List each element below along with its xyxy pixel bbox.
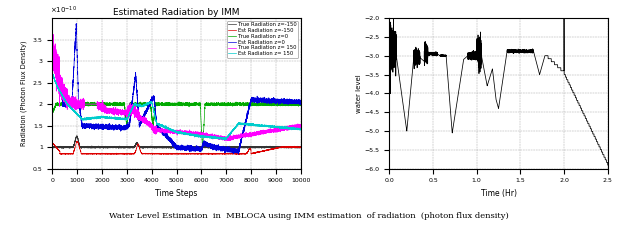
Est Radiation z=0	[194, 147, 201, 149]
Est Radiation z=0	[285, 99, 292, 102]
Est Radiation z=-150	[57, 153, 65, 156]
True Radiation z=-150	[217, 146, 224, 149]
Est Radiation z=-150	[49, 142, 56, 144]
Est Radiation z=-150	[217, 152, 224, 155]
Est Radiation z=0	[234, 153, 242, 155]
True Radiation z=-150	[194, 145, 201, 148]
True Radiation z=0	[265, 100, 273, 103]
True Radiation z=-150	[73, 134, 81, 137]
True Radiation z=-150	[74, 138, 81, 140]
Est Radiation z= 150	[49, 72, 56, 75]
Line: True Radiation z=0: True Radiation z=0	[52, 102, 300, 150]
Est Radiation z=-150	[220, 153, 228, 155]
Est Radiation z= 150	[74, 113, 81, 116]
True Radiation z=-150	[97, 146, 105, 149]
True Radiation z= 150	[217, 136, 224, 139]
Est Radiation z=0	[297, 101, 304, 104]
Est Radiation z= 150	[217, 137, 224, 139]
True Radiation z=-150	[285, 146, 292, 148]
True Radiation z= 150	[297, 123, 304, 126]
True Radiation z=-150	[139, 147, 147, 150]
X-axis label: Time Steps: Time Steps	[155, 189, 197, 198]
True Radiation z= 150	[50, 33, 57, 36]
Est Radiation z=-150	[73, 140, 81, 143]
Legend: True Radiation z=-150, Est Radiation z=-150, True Radiation z=0, Est Radiation z: True Radiation z=-150, Est Radiation z=-…	[226, 21, 298, 58]
Est Radiation z=-150	[97, 153, 105, 155]
Line: True Radiation z=-150: True Radiation z=-150	[52, 136, 300, 148]
True Radiation z= 150	[285, 127, 292, 130]
True Radiation z=-150	[297, 146, 304, 149]
Title: Estimated Radiation by IMM: Estimated Radiation by IMM	[114, 8, 240, 17]
Y-axis label: Radiation (Photon Flux Density): Radiation (Photon Flux Density)	[21, 40, 27, 146]
Est Radiation z= 150	[220, 139, 228, 141]
True Radiation z= 150	[220, 137, 228, 140]
Line: Est Radiation z=0: Est Radiation z=0	[52, 23, 300, 154]
True Radiation z=-150	[49, 145, 56, 148]
True Radiation z=-150	[220, 146, 228, 149]
True Radiation z=0	[194, 103, 201, 106]
Est Radiation z=0	[97, 126, 105, 128]
Line: Est Radiation z=-150: Est Radiation z=-150	[52, 142, 300, 154]
True Radiation z=0	[220, 104, 228, 107]
Est Radiation z= 150	[297, 127, 304, 130]
True Radiation z=0	[217, 103, 224, 106]
Y-axis label: water level: water level	[355, 74, 362, 113]
Est Radiation z=-150	[74, 141, 81, 144]
Est Radiation z=-150	[194, 152, 201, 155]
Text: $\times 10^{-10}$: $\times 10^{-10}$	[50, 5, 77, 16]
Est Radiation z=0	[220, 147, 228, 150]
Est Radiation z=0	[74, 79, 81, 82]
True Radiation z=0	[285, 103, 292, 106]
True Radiation z= 150	[49, 50, 56, 52]
Est Radiation z= 150	[285, 127, 292, 129]
Est Radiation z=0	[73, 22, 80, 25]
True Radiation z= 150	[74, 107, 81, 110]
True Radiation z=0	[74, 102, 81, 105]
True Radiation z=0	[49, 111, 56, 113]
Est Radiation z= 150	[194, 134, 201, 137]
Line: Est Radiation z= 150: Est Radiation z= 150	[52, 74, 300, 140]
True Radiation z=0	[199, 149, 206, 151]
Est Radiation z=-150	[297, 146, 304, 148]
X-axis label: Time (Hr): Time (Hr)	[481, 189, 516, 198]
True Radiation z= 150	[194, 133, 201, 135]
Est Radiation z=0	[217, 147, 224, 150]
Est Radiation z= 150	[220, 137, 227, 140]
True Radiation z=0	[297, 103, 304, 106]
True Radiation z= 150	[226, 140, 234, 142]
Est Radiation z=-150	[285, 146, 292, 148]
True Radiation z=0	[97, 102, 105, 105]
Text: Water Level Estimation  in  MBLOCA using IMM estimation  of radiation  (photon f: Water Level Estimation in MBLOCA using I…	[109, 212, 508, 220]
Line: True Radiation z= 150: True Radiation z= 150	[52, 34, 300, 141]
Est Radiation z=0	[49, 60, 56, 63]
Est Radiation z= 150	[97, 115, 105, 117]
True Radiation z= 150	[97, 104, 105, 107]
